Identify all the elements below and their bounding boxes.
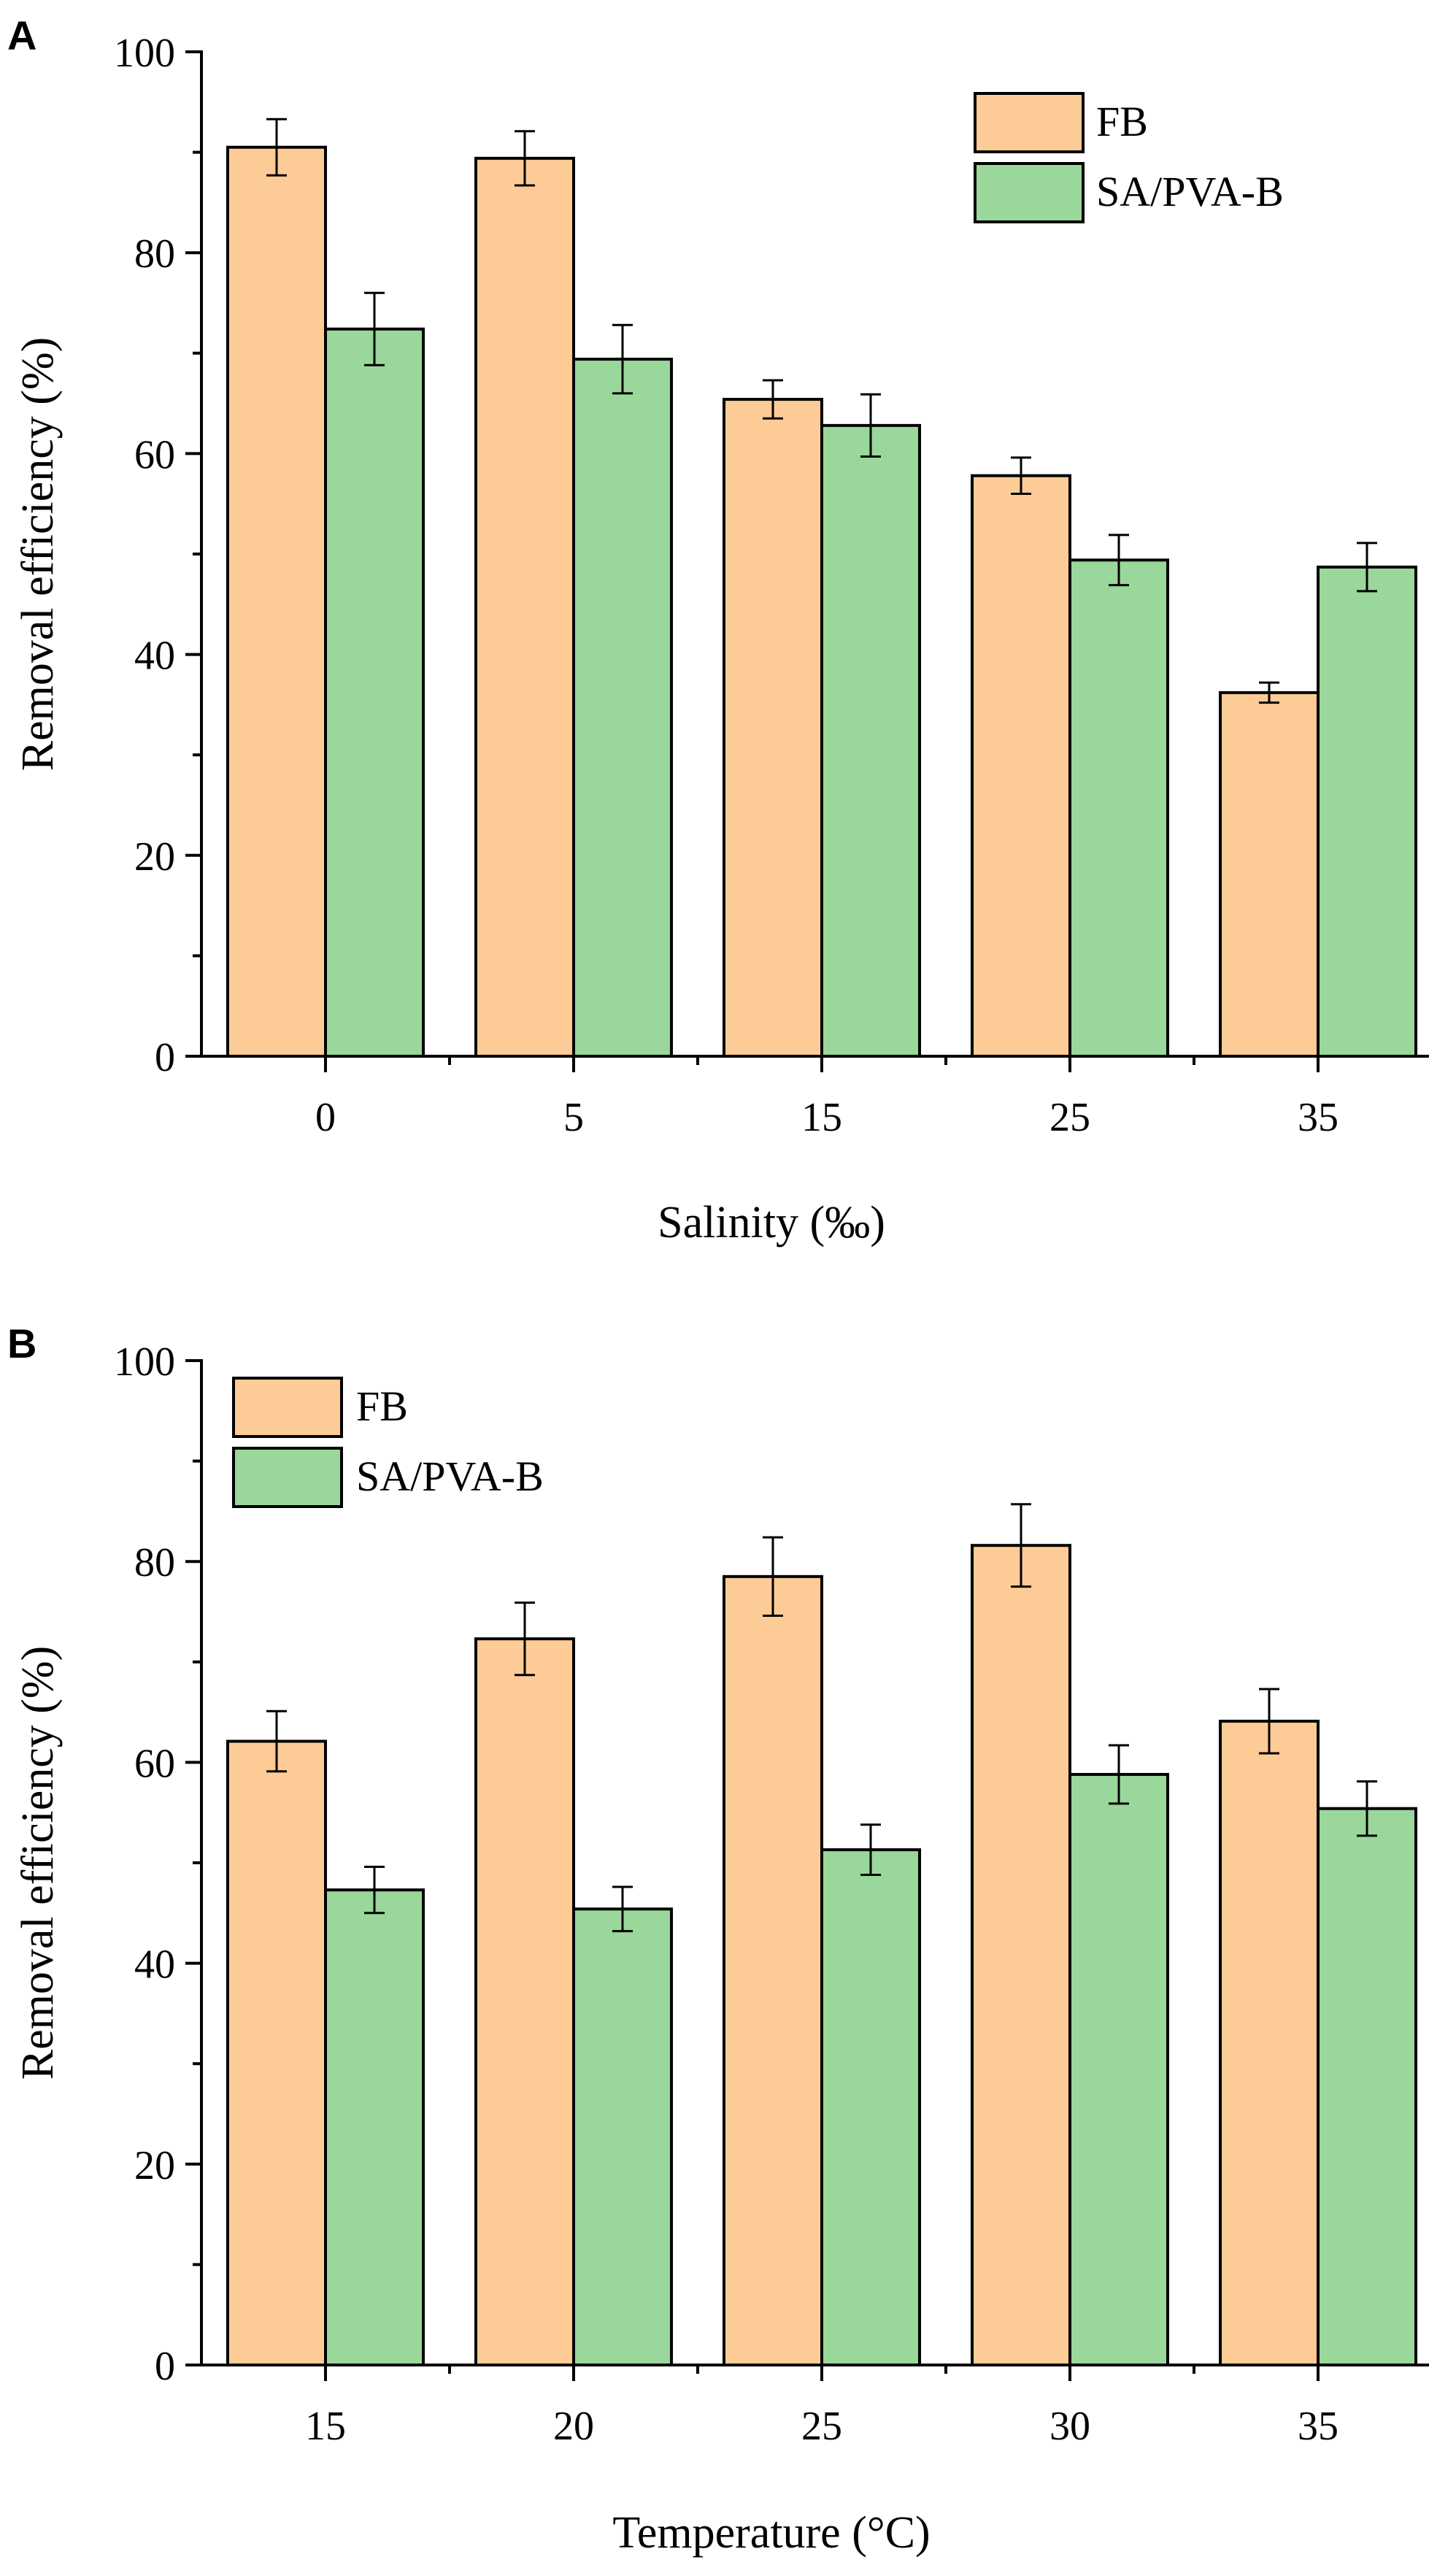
bar-fb-0 xyxy=(226,145,327,1058)
bar-sa-pva-b-35 xyxy=(1317,565,1417,1058)
y-tick-label: 40 xyxy=(134,634,175,679)
error-bar-sa-pva-b-15 xyxy=(364,1866,385,1915)
chart-panel-b: B 0 20 40 60 80 100 15 20 25 30 35 Temperature (°C) R… xyxy=(7,1320,1429,2558)
bar-fb-15 xyxy=(723,398,823,1058)
error-bar-fb-15 xyxy=(763,379,783,420)
x-tick-label: 20 xyxy=(553,2404,594,2449)
y-tick-label: 0 xyxy=(155,2344,175,2389)
error-bar-fb-5 xyxy=(515,130,535,187)
bar-fb-15 xyxy=(226,1739,327,2366)
bar-fb-35 xyxy=(1219,1719,1320,2366)
bar-sa-pva-b-25 xyxy=(820,1848,921,2367)
x-tick-label: 5 xyxy=(563,1095,584,1140)
bar-fb-25 xyxy=(723,1574,823,2367)
panel-letter: A xyxy=(7,12,36,58)
y-tick-label: 60 xyxy=(134,432,175,477)
x-tick-label: 35 xyxy=(1298,2404,1338,2449)
x-tick-label: 25 xyxy=(801,2404,842,2449)
legend: FB SA/PVA-B xyxy=(974,92,1284,223)
y-tick-label: 80 xyxy=(134,231,175,277)
x-axis-title: Salinity (‰) xyxy=(658,1198,885,1247)
error-bar-fb-20 xyxy=(515,1601,535,1677)
bar-sa-pva-b-15 xyxy=(324,1888,425,2367)
error-bar-fb-30 xyxy=(1011,1503,1031,1588)
y-axis-title: Removal efficiency (%) xyxy=(13,1646,63,2080)
error-bar-sa-pva-b-25 xyxy=(1109,534,1129,587)
panel-letter: B xyxy=(7,1320,36,1366)
bar-fb-20 xyxy=(474,1637,575,2367)
y-tick-label: 100 xyxy=(114,31,175,76)
bar-fb-35 xyxy=(1219,691,1320,1058)
x-tick-label: 30 xyxy=(1049,2404,1090,2449)
error-bar-sa-pva-b-25 xyxy=(860,1823,881,1877)
error-bar-sa-pva-b-15 xyxy=(860,393,881,458)
bar-fb-25 xyxy=(971,474,1071,1058)
y-tick-label: 60 xyxy=(134,1741,175,1786)
y-tick-label: 0 xyxy=(155,1035,175,1080)
error-bar-fb-25 xyxy=(763,1536,783,1618)
y-tick-label: 20 xyxy=(134,834,175,880)
bar-sa-pva-b-30 xyxy=(1068,1772,1169,2367)
legend-label: SA/PVA-B xyxy=(356,1453,544,1500)
error-bar-sa-pva-b-5 xyxy=(612,323,633,395)
legend-label: SA/PVA-B xyxy=(1096,168,1284,215)
error-bar-fb-35 xyxy=(1259,681,1279,704)
bar-sa-pva-b-15 xyxy=(820,423,921,1058)
legend-label: FB xyxy=(1096,98,1148,145)
x-tick-label: 0 xyxy=(315,1095,336,1140)
error-bar-sa-pva-b-35 xyxy=(1357,1780,1377,1837)
error-bar-fb-35 xyxy=(1259,1688,1279,1755)
bar-sa-pva-b-0 xyxy=(324,327,425,1058)
x-tick-label: 15 xyxy=(305,2404,346,2449)
y-axis-title: Removal efficiency (%) xyxy=(13,337,63,771)
error-bar-sa-pva-b-30 xyxy=(1109,1744,1129,1805)
chart-panel-a: A 0 20 40 60 80 100 0 5 15 25 35 Salinity (‰) Removal… xyxy=(7,12,1429,1247)
legend: FB SA/PVA-B xyxy=(232,1377,544,1508)
legend-swatch-sa-pva-b xyxy=(232,1447,343,1508)
error-bar-fb-15 xyxy=(266,1710,287,1773)
bar-sa-pva-b-5 xyxy=(572,358,673,1058)
x-axis-title: Temperature (°C) xyxy=(612,2508,930,2558)
legend-swatch-fb xyxy=(232,1377,343,1438)
error-bar-sa-pva-b-35 xyxy=(1357,542,1377,593)
y-tick-label: 80 xyxy=(134,1540,175,1585)
bar-sa-pva-b-25 xyxy=(1068,558,1169,1058)
legend-swatch-sa-pva-b xyxy=(974,162,1085,223)
y-tick-label: 100 xyxy=(114,1339,175,1385)
legend-swatch-fb xyxy=(974,92,1085,153)
y-tick-label: 40 xyxy=(134,1942,175,1988)
x-tick-label: 35 xyxy=(1298,1095,1338,1140)
bar-fb-30 xyxy=(971,1544,1071,2367)
error-bar-fb-25 xyxy=(1011,456,1031,495)
x-tick-label: 15 xyxy=(801,1095,842,1140)
bar-fb-5 xyxy=(474,156,575,1058)
bar-sa-pva-b-35 xyxy=(1317,1807,1417,2367)
error-bar-sa-pva-b-0 xyxy=(364,291,385,366)
error-bar-sa-pva-b-20 xyxy=(612,1885,633,1933)
bar-sa-pva-b-20 xyxy=(572,1907,673,2366)
y-tick-label: 20 xyxy=(134,2143,175,2188)
x-tick-label: 25 xyxy=(1049,1095,1090,1140)
legend-label: FB xyxy=(356,1383,408,1430)
error-bar-fb-0 xyxy=(266,118,287,177)
